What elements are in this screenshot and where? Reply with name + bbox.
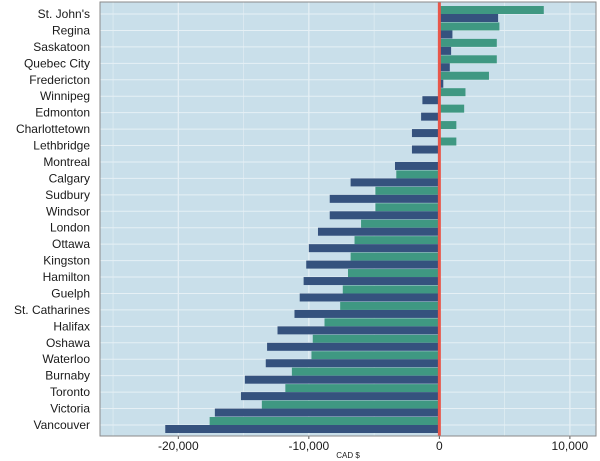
- bar-series-1: [439, 55, 497, 64]
- x-tick-labels: -20,000 -10,000 0 10,000: [158, 436, 589, 453]
- bar-series-1: [439, 137, 457, 146]
- category-label: Oshawa: [46, 336, 90, 350]
- bar-series-1: [439, 104, 465, 113]
- category-label: Saskatoon: [33, 40, 90, 54]
- bar-series-2: [329, 194, 440, 203]
- bar-series-2: [439, 63, 450, 72]
- x-tick-label: 10,000: [552, 439, 589, 453]
- category-label: Kingston: [43, 254, 90, 268]
- x-axis-title: CAD $: [336, 451, 360, 460]
- bar-series-2: [244, 375, 440, 384]
- category-label: Calgary: [49, 171, 90, 185]
- category-label: Windsor: [46, 204, 90, 218]
- category-label: Winnipeg: [40, 89, 90, 103]
- bar-series-2: [329, 211, 440, 220]
- category-label: Toronto: [50, 385, 90, 399]
- bar-series-2: [240, 392, 440, 401]
- bar-series-1: [348, 269, 440, 278]
- bar-series-2: [439, 79, 444, 88]
- bar-series-1: [439, 121, 457, 130]
- bar-series-1: [439, 38, 497, 47]
- bar-series-1: [361, 219, 440, 228]
- bar-series-2: [306, 260, 440, 269]
- bar-series-1: [439, 88, 466, 97]
- bar-series-1: [375, 203, 440, 212]
- x-tick-label: -10,000: [288, 439, 329, 453]
- bar-series-2: [308, 244, 440, 253]
- category-label: Lethbridge: [33, 139, 90, 153]
- category-label: Halifax: [53, 319, 90, 333]
- category-label: Regina: [52, 23, 90, 37]
- category-label: Vancouver: [34, 418, 90, 432]
- bar-series-1: [375, 186, 440, 195]
- bar-series-1: [439, 71, 489, 80]
- category-label: Fredericton: [29, 73, 90, 87]
- bar-series-1: [350, 252, 440, 261]
- category-label: Guelph: [51, 286, 90, 300]
- category-label: Ottawa: [52, 237, 90, 251]
- bar-series-2: [439, 46, 452, 55]
- bar-series-1: [354, 236, 440, 245]
- bar-series-2: [299, 293, 440, 302]
- category-label: Hamilton: [43, 270, 90, 284]
- x-tick-label: -20,000: [158, 439, 199, 453]
- bar-series-2: [422, 96, 440, 105]
- bar-series-2: [421, 112, 440, 121]
- category-label: Quebec City: [24, 56, 90, 70]
- bar-series-1: [439, 22, 500, 31]
- bar-series-2: [350, 178, 440, 187]
- bar-series-1: [342, 285, 440, 294]
- bar-series-1: [324, 318, 440, 327]
- bar-series-2: [303, 277, 440, 286]
- bar-series-1: [291, 367, 440, 376]
- bar-series-2: [317, 227, 440, 236]
- bar-series-2: [265, 359, 440, 368]
- bar-series-2: [214, 408, 440, 417]
- bar-series-2: [411, 145, 440, 154]
- bar-series-1: [439, 6, 544, 14]
- category-label: Edmonton: [35, 106, 90, 120]
- bars: [165, 6, 544, 433]
- bar-series-2: [394, 161, 440, 170]
- bar-series-1: [340, 301, 440, 310]
- bar-series-1: [312, 334, 440, 343]
- category-label: Victoria: [50, 402, 90, 416]
- bar-series-2: [411, 129, 440, 138]
- x-tick-label: 0: [436, 439, 443, 453]
- category-label: St. Catharines: [14, 303, 90, 317]
- bar-series-2: [294, 309, 440, 318]
- bar-series-1: [261, 400, 440, 409]
- bar-series-2: [277, 326, 440, 335]
- category-label: Waterloo: [42, 352, 90, 366]
- plot-frame: [99, 1, 597, 437]
- bar-series-2: [165, 425, 440, 433]
- category-label: Charlottetown: [16, 122, 90, 136]
- category-label: St. John's: [38, 7, 90, 21]
- category-labels: St. John's Regina Saskatoon Quebec City Fred…: [14, 7, 90, 432]
- category-label: Burnaby: [45, 369, 90, 383]
- bar-series-1: [209, 417, 440, 425]
- category-label: Sudbury: [45, 188, 90, 202]
- category-label: London: [50, 221, 90, 235]
- bar-series-1: [285, 384, 440, 393]
- bar-series-2: [439, 14, 499, 22]
- bar-series-1: [396, 170, 440, 179]
- bar-series-2: [439, 30, 453, 39]
- category-label: Montreal: [43, 155, 90, 169]
- bar-series-2: [267, 342, 440, 351]
- bar-series-1: [311, 351, 440, 360]
